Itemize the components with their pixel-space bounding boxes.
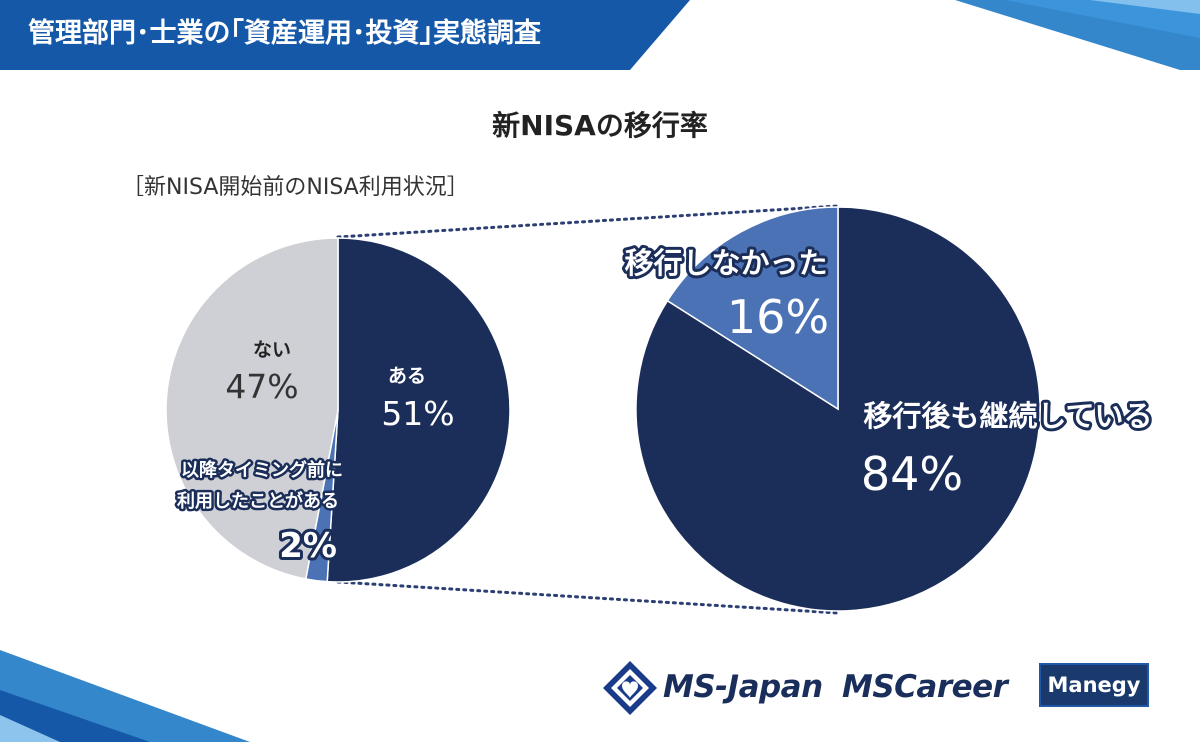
slice-value-continuing: 84%	[861, 447, 963, 501]
slice-label-small-line2: 利用したことがある	[177, 490, 339, 512]
ms-career-logo: MSCareer	[842, 669, 1008, 705]
manegy-logo: Manegy	[1039, 663, 1149, 707]
slice-label-continuing: 移行後も継続している	[863, 399, 1152, 433]
slice-label-small-line2-outline: 利用したことがある	[177, 490, 339, 512]
slice-value-small: 2%	[279, 526, 337, 566]
chart-title: 新NISAの移行率	[492, 109, 708, 142]
left-pie-subtitle: ［新NISA開始前のNISA利用状況］	[122, 175, 469, 200]
corner-decoration	[0, 650, 250, 742]
left-pie-slice-0	[326, 237, 511, 583]
slice-label-aru: ある	[388, 365, 426, 387]
slice-value-nai: 47%	[225, 367, 298, 406]
slice-label-small-line1-outline: 以降タイミング前に	[181, 459, 343, 481]
slice-label-small: 以降タイミング前に 以降タイミング前に 利用したことがある 利用したことがある …	[175, 457, 346, 570]
slice-value-not-moved: 16%	[727, 290, 829, 344]
connector-line-top	[336, 204, 840, 239]
slice-label-not-moved-outline: 移行しなかった	[624, 246, 827, 280]
slice-value-small-outline: 2%	[279, 526, 337, 566]
slice-label-not-moved: 移行しなかった	[624, 246, 827, 280]
slice-label-small-line1: 以降タイミング前に	[181, 459, 343, 481]
header-title: 管理部門･士業の｢資産運用･投資｣実態調査	[28, 18, 541, 49]
right-pie-slice-1	[666, 206, 839, 411]
header-banner	[0, 0, 1200, 70]
manegy-logo-text: Manegy	[1047, 673, 1141, 697]
left-pie	[165, 237, 511, 583]
left-pie-slice-2	[165, 237, 339, 580]
slice-value-aru: 51%	[381, 394, 454, 433]
right-pie	[635, 206, 1041, 612]
ms-japan-logo: MS-Japan	[663, 669, 823, 705]
slice-label-nai: ない	[253, 339, 291, 361]
connector-line-bottom	[336, 580, 840, 615]
slice-label-continuing-outline: 移行後も継続している	[863, 399, 1152, 433]
